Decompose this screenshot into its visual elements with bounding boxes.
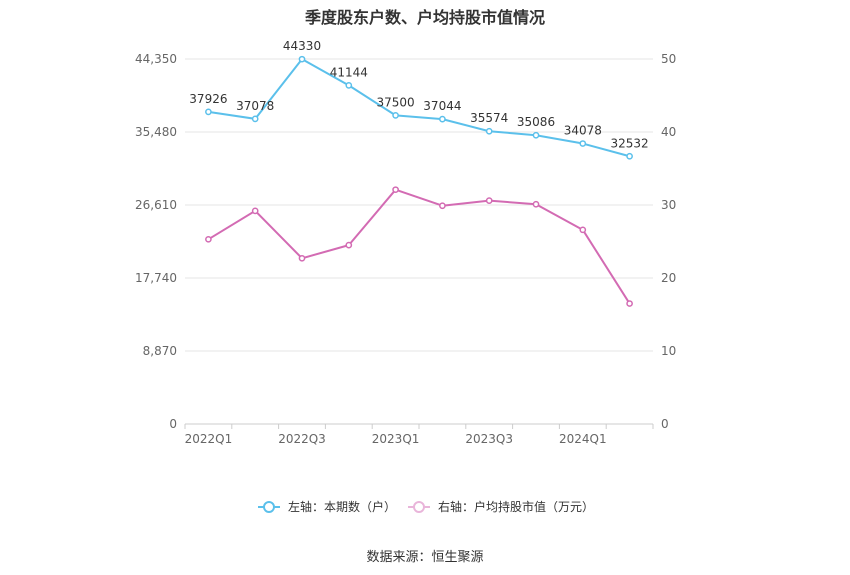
legend[interactable]: 左轴：本期数（户） 右轴：户均持股市值（万元） (258, 499, 594, 514)
series: 37926 37078 44330 41144 37500 37044 35574 35086… (189, 39, 649, 307)
right-series-point (345, 241, 353, 249)
y-left-tick-label: 17,740 (135, 271, 177, 285)
right-series-point (298, 254, 306, 262)
right-series-point (532, 200, 540, 208)
left-series-line (208, 58, 630, 158)
data-label: 44330 (283, 39, 321, 53)
left-series-point (485, 127, 493, 135)
data-label: 35086 (517, 115, 555, 129)
y-right-tick-label: 10 (661, 344, 676, 358)
data-source-note: 数据来源：恒生聚源 (366, 550, 484, 565)
x-tick-label: 2022Q3 (278, 432, 326, 446)
left-series-point (439, 115, 446, 123)
legend-label: 左轴：本期数（户） (288, 499, 396, 514)
right-series-point (251, 207, 259, 215)
right-series-point (439, 202, 446, 210)
right-series-line (207, 188, 631, 305)
left-series-point (298, 55, 306, 63)
right-series-point (485, 197, 493, 204)
left-series-point (579, 140, 587, 147)
data-label: 41144 (330, 65, 368, 79)
left-series-point (345, 82, 353, 89)
data-label: 32532 (611, 136, 649, 150)
x-tick-label: 2023Q1 (372, 432, 420, 446)
chart-title: 季度股东户数、户均持股市值情况 (304, 8, 545, 27)
y-right-tick-label: 20 (661, 271, 676, 285)
data-label: 35574 (470, 111, 508, 125)
axes: 0 8,870 17,740 26,610 35,480 44,350 0 10 20 30 40 5… (135, 52, 676, 446)
legend-marker-icon (263, 501, 275, 513)
legend-item-right-series[interactable]: 右轴：户均持股市值（万元） (408, 499, 594, 514)
left-series-point (251, 115, 259, 123)
left-series-point (205, 108, 212, 116)
right-series-point (205, 235, 212, 243)
y-right-tick-label: 40 (661, 125, 676, 139)
right-series-point (392, 186, 399, 194)
grid-lines (185, 58, 653, 352)
left-series-point (626, 152, 633, 160)
y-right-tick-label: 0 (661, 417, 669, 431)
legend-item-left-series[interactable]: 左轴：本期数（户） (258, 499, 396, 514)
right-series-point (626, 300, 633, 307)
legend-label: 右轴：户均持股市值（万元） (438, 499, 594, 514)
right-series-point (579, 226, 587, 234)
data-label: 37044 (423, 99, 461, 113)
x-tick-label: 2022Q1 (185, 432, 233, 446)
y-left-tick-label: 0 (169, 417, 177, 431)
x-tick-label: 2024Q1 (559, 432, 607, 446)
left-series-point (532, 131, 540, 139)
y-right-tick-label: 30 (661, 198, 676, 212)
y-right-tick-label: 50 (661, 52, 676, 66)
y-left-tick-label: 35,480 (135, 125, 177, 139)
data-label: 34078 (564, 124, 602, 138)
y-left-tick-label: 26,610 (135, 198, 177, 212)
left-series-point (392, 112, 399, 119)
legend-marker-icon (413, 501, 425, 513)
y-left-tick-label: 8,870 (143, 344, 177, 358)
data-label: 37078 (236, 99, 274, 113)
y-left-tick-label: 44,350 (135, 52, 177, 66)
data-label: 37926 (189, 92, 227, 106)
x-tick-label: 2023Q3 (465, 432, 513, 446)
data-label: 37500 (377, 95, 415, 109)
